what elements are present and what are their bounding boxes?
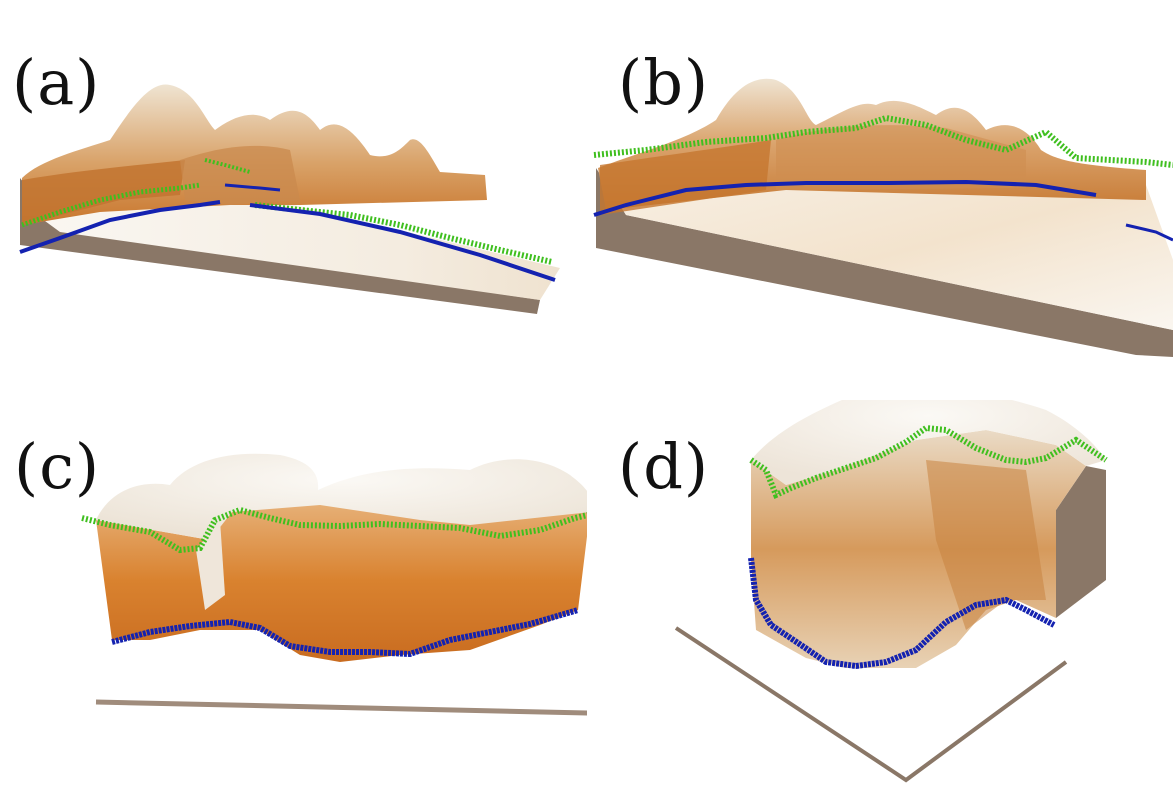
terrain-notch <box>196 520 225 610</box>
terrain-cliff <box>600 140 771 215</box>
blue-line-3 <box>224 183 281 192</box>
base-slab <box>20 178 540 314</box>
terrain-render-b <box>593 78 1173 357</box>
terrain-floor <box>606 180 1173 330</box>
green-line <box>593 114 1173 168</box>
panel-label-d: (d) <box>618 430 710 503</box>
panel-b: (b) <box>586 0 1173 400</box>
panel-c: (c) <box>0 400 587 800</box>
terrain-wall-shade <box>926 460 1046 630</box>
terrain-floor <box>30 190 560 300</box>
panel-a: (a) <box>0 0 587 400</box>
blue-line <box>593 179 1097 217</box>
panel-d: (d) <box>586 400 1173 800</box>
blue-line <box>111 607 579 658</box>
panel-label-c: (c) <box>14 430 101 503</box>
blue-line <box>748 557 1056 670</box>
panel-label-b: (b) <box>618 46 710 119</box>
terrain-render-d <box>674 400 1108 783</box>
terrain-cliff <box>22 160 185 225</box>
green-line <box>21 182 201 228</box>
green-line-3 <box>204 158 251 174</box>
blue-line-2 <box>249 203 556 282</box>
base-slab <box>674 626 1068 783</box>
terrain-render-c <box>81 453 587 716</box>
blue-line-2 <box>1125 223 1173 242</box>
panel-label-a: (a) <box>12 46 101 119</box>
terrain-top <box>751 400 1106 485</box>
terrain-cliff-2 <box>180 145 300 205</box>
green-line <box>81 506 587 554</box>
base-slab <box>95 699 587 716</box>
green-line <box>749 424 1108 500</box>
terrain-render-a <box>19 84 560 314</box>
blue-line <box>19 200 221 254</box>
base-side <box>1056 466 1106 618</box>
base-slab <box>596 168 1173 357</box>
